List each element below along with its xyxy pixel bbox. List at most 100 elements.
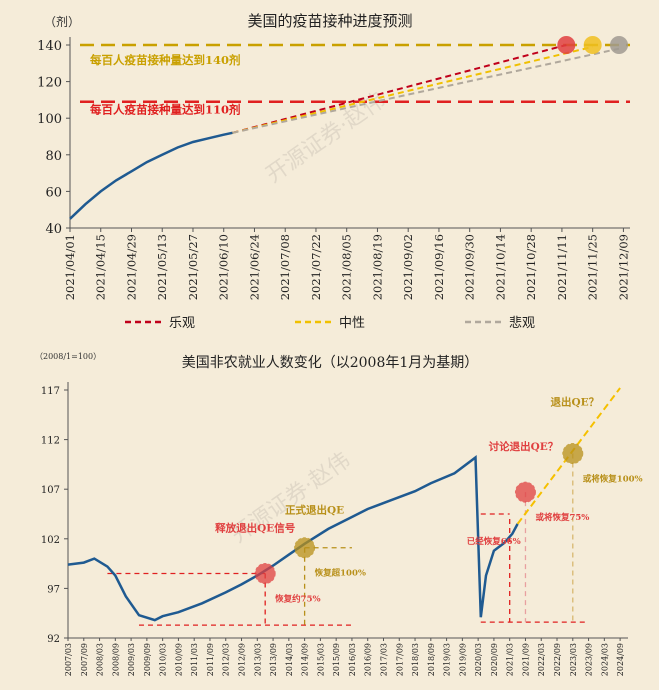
- legend-label: 乐观: [169, 316, 195, 331]
- x-tick-label: 2011/03: [190, 643, 199, 676]
- event-label: 正式退出QE: [285, 504, 344, 517]
- recovery-label: 恢复约75%: [275, 594, 320, 605]
- x-tick-label: 2021/11/25: [586, 234, 600, 300]
- event-marker: [514, 481, 536, 503]
- x-tick-label: 2021/04/15: [94, 234, 108, 300]
- x-tick-label: 2008/03: [96, 643, 105, 676]
- scenario-marker: [583, 36, 602, 54]
- x-tick-label: 2016/09: [364, 643, 373, 676]
- x-tick-label: 2019/09: [458, 643, 467, 676]
- y-tick-label: 97: [47, 584, 60, 595]
- event-marker: [254, 563, 276, 585]
- x-tick-label: 2014/09: [301, 643, 310, 676]
- x-tick-label: 2017/09: [395, 643, 404, 676]
- x-tick-label: 2012/09: [238, 643, 247, 676]
- actual-vaccination-line: [69, 131, 233, 220]
- x-tick-label: 2021/05/13: [155, 234, 169, 300]
- x-tick-label: 2021/09: [521, 643, 530, 676]
- y-tick-label: 140: [37, 39, 62, 54]
- threshold-label: 每百人疫苗接种量达到110剂: [90, 103, 241, 117]
- x-tick-label: 2024/09: [616, 643, 625, 676]
- x-tick-label: 2021/10/28: [524, 234, 538, 300]
- x-tick-label: 2016/03: [348, 643, 357, 676]
- chart-title: 美国的疫苗接种进度预测: [247, 12, 412, 30]
- y-axis-unit: （剂）: [44, 14, 80, 29]
- x-tick-label: 2021/07/08: [278, 234, 292, 300]
- event-label: 退出QE？: [550, 395, 599, 408]
- nonfarm-employment-chart: 美国非农就业人数变化（以2008年1月为基期） （2008/1=100） 92 97 1…: [35, 352, 643, 676]
- x-tick-label: 2018/09: [427, 643, 436, 676]
- vaccine-forecast-chart: 美国的疫苗接种进度预测 （剂） 40 60 80 100 120 140 2021/04/01 2…: [37, 12, 630, 331]
- scenario-line: [232, 47, 620, 134]
- y-tick-label: 40: [45, 222, 62, 237]
- x-tick-label: 2022/09: [553, 643, 562, 676]
- y-tick-label: 100: [37, 112, 62, 127]
- x-tick-label: 2010/03: [159, 643, 168, 676]
- projection-line: [516, 387, 621, 525]
- x-tick-label: 2019/03: [443, 643, 452, 676]
- x-tick-label: 2021/04/29: [124, 234, 138, 300]
- scenario-line: [232, 45, 593, 134]
- y-tick-label: 117: [41, 386, 60, 397]
- y-tick-label: 102: [41, 535, 60, 546]
- x-tick-label: 2021/11/11: [555, 234, 569, 300]
- x-tick-label: 2021/09/30: [463, 234, 477, 300]
- x-tick-label: 2007/09: [80, 643, 89, 676]
- x-tick-label: 2021/08/05: [340, 234, 354, 300]
- x-tick-label: 2009/09: [143, 643, 152, 676]
- x-tick-label: 2022/03: [537, 643, 546, 676]
- x-tick-label: 2021/03: [506, 643, 515, 676]
- y-tick-label: 80: [45, 149, 62, 164]
- chart-title: 美国非农就业人数变化（以2008年1月为基期）: [182, 354, 479, 371]
- x-tick-label: 2018/03: [411, 643, 420, 676]
- x-tick-label: 2021/04/01: [63, 234, 77, 300]
- x-tick-label: 2021/05/27: [186, 234, 200, 300]
- x-tick-label: 2021/12/09: [616, 234, 630, 300]
- x-tick-label: 2021/09/16: [432, 234, 446, 300]
- event-label: 讨论退出QE？: [489, 440, 559, 453]
- x-tick-label: 2020/09: [490, 643, 499, 676]
- x-tick-label: 2021/10/14: [493, 234, 507, 300]
- event-marker: [294, 537, 316, 559]
- x-tick-label: 2013/09: [269, 643, 278, 676]
- x-tick-label: 2021/07/22: [309, 234, 323, 300]
- x-tick-label: 2015/03: [316, 643, 325, 676]
- x-tick-label: 2020/03: [474, 643, 483, 676]
- x-tick-label: 2021/06/10: [217, 234, 231, 300]
- employment-line: [67, 455, 519, 622]
- scenario-line: [232, 44, 567, 134]
- x-tick-label: 2014/03: [285, 643, 294, 676]
- legend-label: 悲观: [509, 315, 535, 331]
- legend-label: 中性: [339, 316, 365, 331]
- y-tick-label: 60: [45, 185, 62, 200]
- y-tick-label: 120: [37, 76, 62, 91]
- event-label: 释放退出QE信号: [215, 522, 295, 535]
- x-tick-label: 2023/09: [585, 643, 594, 676]
- x-tick-label: 2009/03: [127, 643, 136, 676]
- scenario-marker: [557, 36, 576, 54]
- event-marker: [562, 442, 584, 464]
- x-tick-label: 2017/03: [379, 643, 388, 676]
- recovery-label: 或将恢复100%: [583, 473, 643, 484]
- x-tick-label: 2011/09: [206, 643, 215, 676]
- x-tick-label: 2012/03: [222, 643, 231, 676]
- threshold-label: 每百人疫苗接种量达到140剂: [90, 53, 241, 67]
- x-tick-label: 2015/09: [332, 643, 341, 676]
- x-tick-label: 2023/03: [569, 643, 578, 676]
- recovery-label: 已经恢复66%: [467, 536, 521, 547]
- recovery-label: 或将恢复75%: [535, 512, 589, 523]
- x-tick-label: 2021/08/19: [370, 234, 384, 300]
- x-tick-label: 2021/09/02: [401, 234, 415, 300]
- y-axis-unit: （2008/1=100）: [35, 352, 101, 361]
- x-tick-label: 2008/09: [111, 643, 120, 676]
- y-tick-label: 92: [47, 634, 60, 645]
- scenario-marker: [610, 36, 629, 54]
- x-tick-label: 2021/06/24: [247, 234, 261, 300]
- recovery-label: 恢复超100%: [315, 568, 366, 579]
- x-tick-label: 2013/03: [253, 643, 262, 676]
- x-tick-label: 2007/03: [64, 643, 73, 676]
- y-tick-label: 107: [41, 485, 60, 496]
- x-tick-label: 2024/03: [600, 643, 609, 676]
- x-tick-label: 2010/09: [174, 643, 183, 676]
- y-tick-label: 112: [41, 436, 60, 447]
